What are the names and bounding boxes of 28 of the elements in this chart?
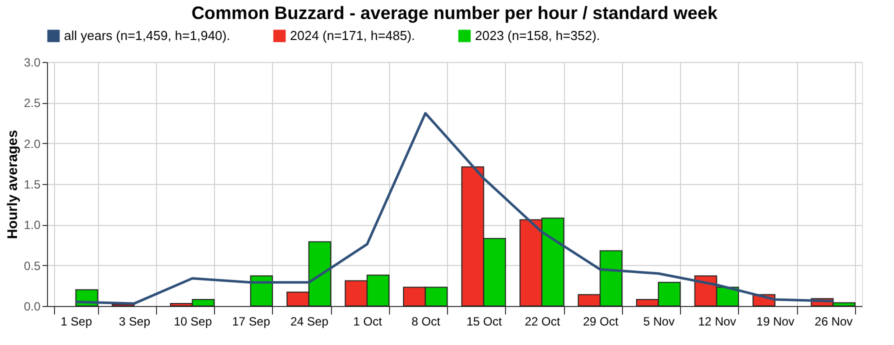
x-tick-label: 1 Sep [60, 314, 92, 328]
legend-label: 2023 (n=158, h=352). [475, 28, 600, 43]
x-tick-label: 12 Nov [698, 314, 736, 328]
x-tick-label: 22 Oct [524, 314, 561, 328]
x-tick-label: 29 Oct [582, 314, 619, 328]
y-tick-label: 0.0 [24, 300, 41, 314]
x-tick-label: 19 Nov [756, 314, 794, 328]
legend-label: all years (n=1,459, h=1,940). [64, 28, 230, 43]
legend-label: 2024 (n=171, h=485). [290, 28, 416, 43]
y-tick-label: 3.0 [24, 56, 41, 70]
x-tick-label: 24 Sep [290, 314, 329, 328]
x-tick-label: 5 Nov [643, 314, 675, 328]
y-tick-label: 1.0 [24, 218, 41, 232]
y-axis-title: Hourly averages [4, 130, 20, 239]
x-tick-label: 8 Oct [412, 314, 441, 328]
x-tick-label: 1 Oct [353, 314, 383, 328]
x-tick-label: 17 Sep [232, 314, 270, 328]
chart-title: Common Buzzard - average number per hour / standard week [191, 3, 719, 23]
line-series [74, 112, 834, 305]
bar [250, 275, 273, 306]
y-tick-label: 1.5 [24, 178, 41, 192]
x-tick-label: 26 Nov [814, 314, 853, 328]
x-tick-label: 10 Sep [174, 314, 212, 328]
x-tick-label: 15 Oct [466, 314, 502, 328]
y-tick-label: 2.5 [24, 96, 41, 110]
y-tick-label: 0.5 [24, 258, 41, 273]
y-tick-label: 2.0 [24, 136, 41, 151]
x-tick-label: 3 Sep [118, 314, 151, 328]
